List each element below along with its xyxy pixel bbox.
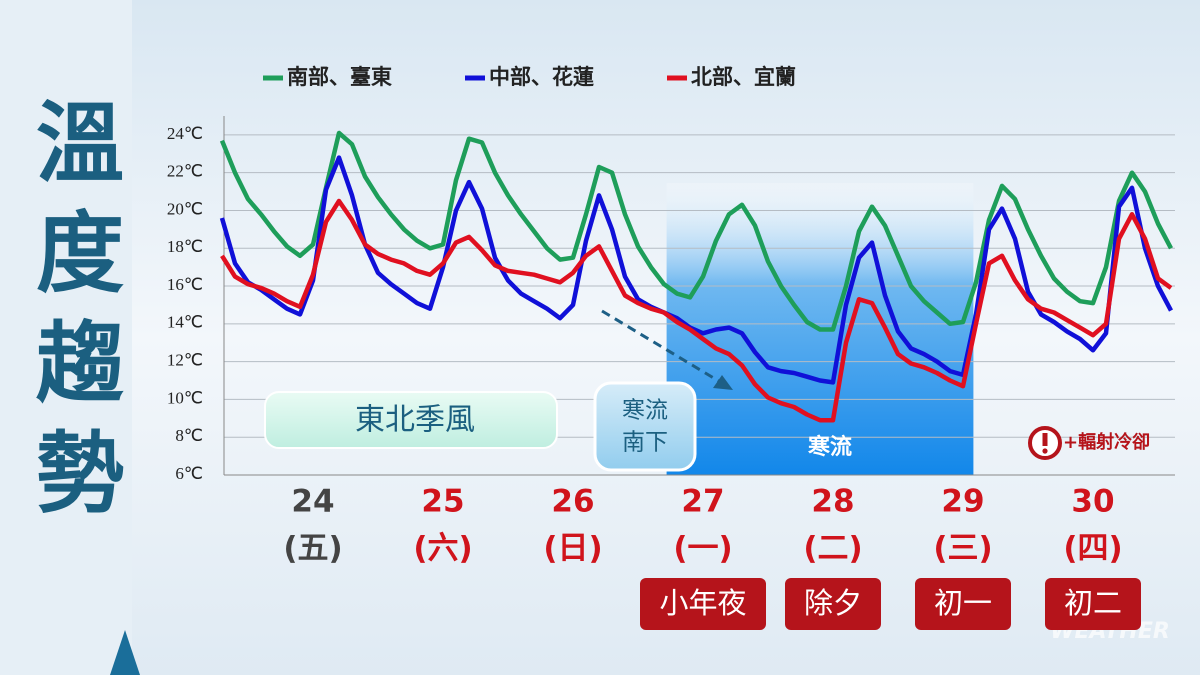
x-tick-label: 24 [291,484,334,520]
holiday-box [640,578,766,630]
title-panel [0,0,132,675]
monsoon-box [264,391,558,449]
y-tick-label: 18℃ [167,237,203,256]
x-weekday-label: (一) [673,531,732,567]
holiday-label: 除夕 [804,586,862,620]
tree-icon [110,630,140,675]
x-weekday-label: (三) [933,531,992,567]
y-tick-label: 22℃ [167,162,203,181]
series-line [219,155,1173,385]
holiday-box [915,578,1011,630]
holiday-box [1045,578,1141,630]
y-tick-label: 16℃ [167,275,203,294]
x-weekday-label: (五) [283,531,342,567]
warning-dot [1042,448,1048,454]
y-tick-label: 6℃ [175,464,203,483]
legend-label: 南部、臺東 [287,65,392,89]
chart-title: 勢 [36,422,124,525]
x-tick-label: 29 [941,484,984,520]
legend-label: 北部、宜蘭 [691,65,796,89]
holiday-box [785,578,881,630]
x-tick-label: 27 [681,484,724,520]
chart-title: 度 [36,202,124,305]
cold-arrival-label: 南下 [622,430,668,456]
holiday-label: 初一 [934,586,992,620]
holiday-label: 初二 [1064,586,1122,620]
x-tick-label: 28 [811,484,854,520]
y-tick-label: 10℃ [167,388,203,407]
y-tick-label: 8℃ [175,426,203,445]
radiative-label: +輻射冷卻 [1063,431,1150,453]
trend-arrow [601,309,723,385]
legend-label: 中部、花蓮 [489,65,594,89]
y-tick-label: 12℃ [167,351,203,370]
x-weekday-label: (六) [413,531,472,567]
y-tick-label: 14℃ [167,313,203,332]
series-line [220,198,1173,423]
x-tick-label: 26 [551,484,594,520]
trend-arrowhead [713,375,733,390]
monsoon-label: 東北季風 [355,403,475,438]
warning-mark [1042,433,1048,446]
y-tick-label: 24℃ [167,124,203,143]
x-tick-label: 25 [421,484,464,520]
cold-span-label: 寒流 [808,434,852,460]
series-line [219,130,1173,332]
chart-title: 溫 [36,92,124,195]
y-tick-label: 20℃ [167,199,203,218]
cold-arrival-box [593,381,697,472]
x-weekday-label: (日) [543,531,602,567]
chart-title: 趨 [36,312,124,415]
x-tick-label: 30 [1071,484,1114,520]
x-weekday-label: (四) [1063,531,1122,567]
cold-arrival-label: 寒流 [622,398,668,424]
holiday-label: 小年夜 [659,586,746,620]
x-weekday-label: (二) [803,531,862,567]
